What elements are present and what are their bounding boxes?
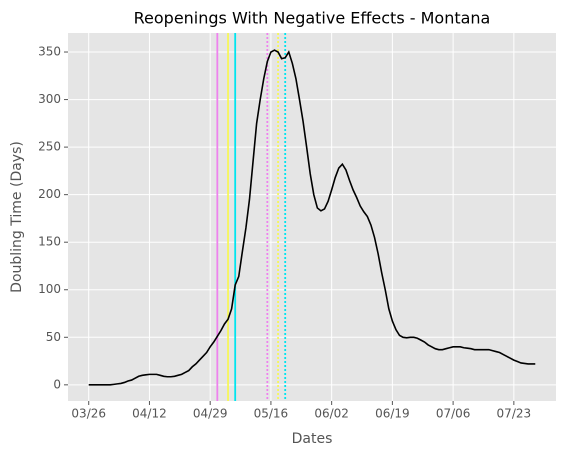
y-tick-label: 200 (38, 187, 61, 201)
x-tick-label: 04/29 (193, 407, 228, 421)
x-tick-label: 07/06 (436, 407, 471, 421)
y-tick-label: 0 (53, 377, 61, 391)
y-tick-label: 350 (38, 45, 61, 59)
x-tick-label: 03/26 (71, 407, 106, 421)
y-tick-label: 300 (38, 92, 61, 106)
x-tick-label: 06/19 (375, 407, 410, 421)
chart-title: Reopenings With Negative Effects - Monta… (134, 9, 491, 28)
y-axis-label: Doubling Time (Days) (9, 141, 25, 293)
line (88, 49, 536, 386)
x-tick-label: 04/12 (132, 407, 167, 421)
x-axis-label: Dates (292, 431, 333, 447)
x-tick-label: 05/16 (254, 407, 289, 421)
y-tick-label: 100 (38, 282, 61, 296)
plot-area (68, 33, 556, 401)
x-tick-label: 07/23 (497, 407, 532, 421)
y-tick-label: 250 (38, 140, 61, 154)
y-tick-label: 50 (46, 330, 61, 344)
y-tick-label: 150 (38, 235, 61, 249)
x-tick-label: 06/02 (314, 407, 349, 421)
